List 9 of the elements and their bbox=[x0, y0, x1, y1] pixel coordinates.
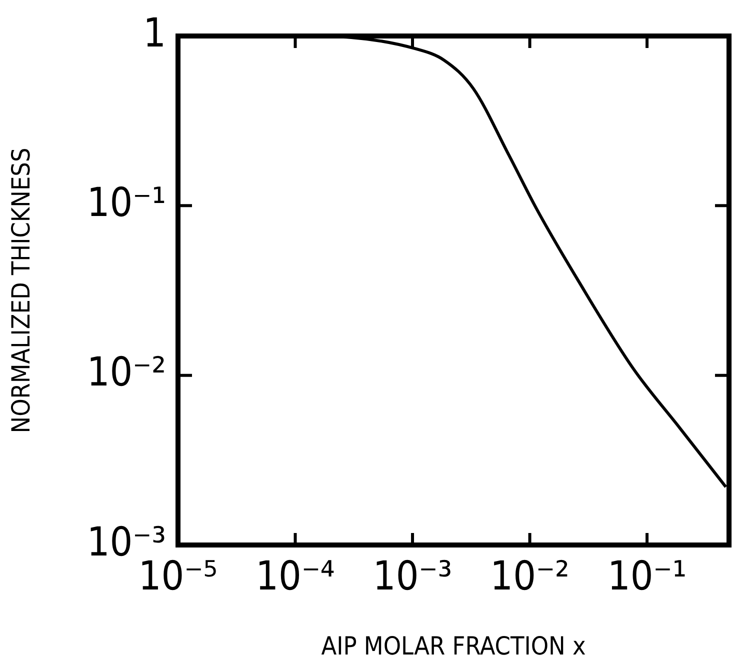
y-tick-label: 1 bbox=[143, 10, 166, 56]
y-axis-title: NORMALIZED THICKNESS bbox=[6, 148, 36, 434]
x-tick-label: 10⁻² bbox=[490, 553, 570, 600]
x-tick-label: 10⁻⁴ bbox=[256, 553, 335, 600]
x-axis-title: AIP MOLAR FRACTION x bbox=[321, 632, 586, 660]
x-tick-label: 10⁻¹ bbox=[607, 553, 687, 600]
y-tick-label: 10⁻¹ bbox=[86, 180, 166, 226]
y-tick-label: 10⁻² bbox=[86, 350, 166, 396]
x-tick-label: 10⁻³ bbox=[372, 553, 452, 600]
